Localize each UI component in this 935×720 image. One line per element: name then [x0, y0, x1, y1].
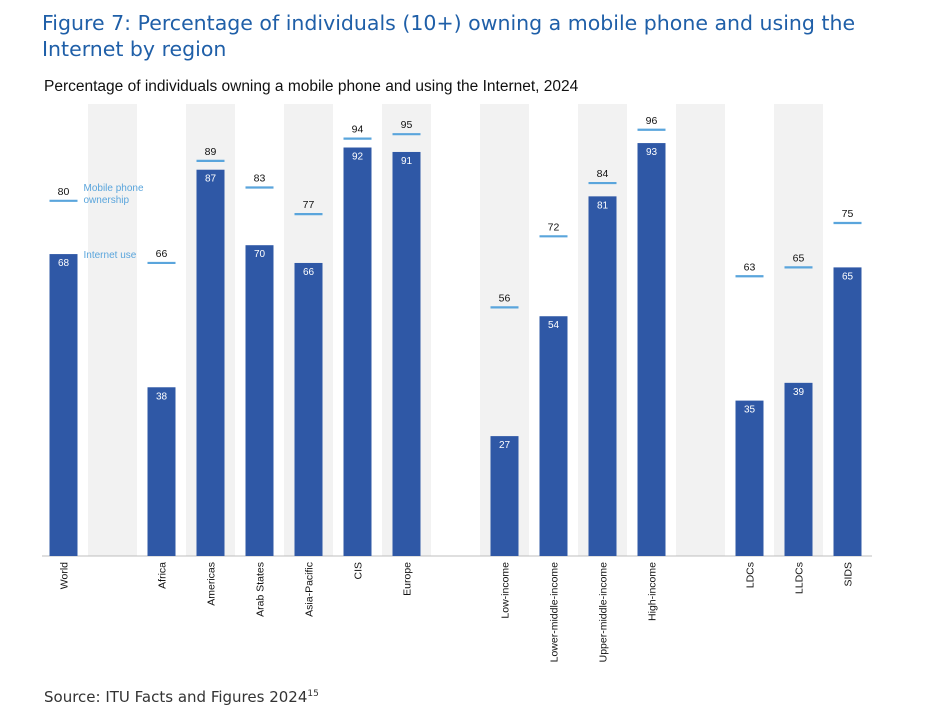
tick-value-label: 80 [58, 186, 70, 198]
internet-use-bar [539, 316, 568, 556]
internet-use-bar [343, 147, 372, 556]
chart-marks: 68 80 38 66 87 89 70 83 66 77 92 94 91 95 27 56 54 72 81 84… [49, 115, 862, 557]
category-label: Africa [157, 562, 169, 589]
chart-area: 68 80 38 66 87 89 70 83 66 77 92 94 91 95 27 56 54 72 81 84… [42, 104, 872, 663]
bar-value-label: 70 [254, 249, 266, 260]
category-label: World [59, 562, 71, 589]
category-label: Arab States [255, 562, 267, 617]
tick-value-label: 63 [744, 261, 756, 273]
bar-value-label: 39 [793, 387, 805, 398]
tick-value-label: 84 [597, 168, 609, 180]
category-label: CIS [353, 562, 365, 580]
internet-use-bar [784, 382, 813, 556]
bar-value-label: 68 [58, 258, 70, 269]
category-label: Low-income [500, 562, 512, 619]
legend-mobile-ownership: Mobile phone ownership [84, 183, 144, 206]
bar-value-label: 87 [205, 174, 217, 185]
category-label: Asia-Pacific [304, 562, 316, 617]
internet-use-bar [588, 196, 617, 557]
bar-value-label: 93 [646, 147, 658, 158]
category-label: SIDS [843, 562, 855, 587]
figure-title: Figure 7: Percentage of individuals (10+… [42, 11, 856, 61]
tick-value-label: 95 [401, 119, 413, 131]
tick-value-label: 65 [793, 252, 805, 264]
category-label: Upper-middle-income [598, 562, 610, 663]
bar-value-label: 66 [303, 267, 315, 278]
x-axis-labels: World Africa Americas Arab States Asia-Pacif… [59, 562, 855, 663]
legend-annotations: Mobile phone ownership Internet use [84, 183, 144, 261]
category-label: High-income [647, 562, 659, 621]
internet-use-bar [294, 262, 323, 556]
bar-value-label: 65 [842, 271, 854, 282]
source-text: Source: ITU Facts and Figures 2024 [44, 688, 308, 706]
internet-use-bar [392, 151, 421, 556]
tick-value-label: 66 [156, 248, 168, 260]
internet-use-bar [49, 254, 78, 556]
bar-value-label: 91 [401, 156, 413, 167]
category-label: Lower-middle-income [549, 562, 561, 663]
category-label: Europe [402, 562, 414, 596]
bar-value-label: 54 [548, 320, 560, 331]
internet-use-bar [245, 245, 274, 556]
internet-use-bar [637, 143, 666, 556]
source-note: Source: ITU Facts and Figures 202415 [44, 688, 319, 706]
internet-use-bar [196, 169, 225, 556]
background-band [676, 104, 725, 556]
internet-use-bar [490, 436, 519, 556]
internet-use-bar [833, 267, 862, 556]
tick-value-label: 89 [205, 146, 217, 158]
background-band [88, 104, 137, 556]
bar-value-label: 35 [744, 405, 756, 416]
tick-value-label: 83 [254, 172, 266, 184]
legend-internet-use: Internet use [84, 250, 137, 261]
category-label: LDCs [745, 562, 757, 588]
tick-value-label: 96 [646, 115, 658, 127]
tick-value-label: 75 [842, 208, 854, 220]
footnote-marker: 15 [307, 689, 319, 699]
tick-value-label: 72 [548, 221, 560, 233]
chart-subtitle: Percentage of individuals owning a mobil… [44, 78, 579, 95]
category-label: LLDCs [794, 562, 806, 594]
bar-value-label: 38 [156, 391, 168, 402]
tick-value-label: 56 [499, 292, 511, 304]
internet-use-bar [735, 400, 764, 556]
tick-value-label: 94 [352, 124, 364, 136]
category-label: Americas [206, 562, 218, 606]
tick-value-label: 77 [303, 199, 315, 211]
bar-value-label: 81 [597, 200, 609, 211]
bar-value-label: 27 [499, 440, 511, 451]
bar-value-label: 92 [352, 152, 364, 163]
internet-use-bar [147, 387, 176, 556]
